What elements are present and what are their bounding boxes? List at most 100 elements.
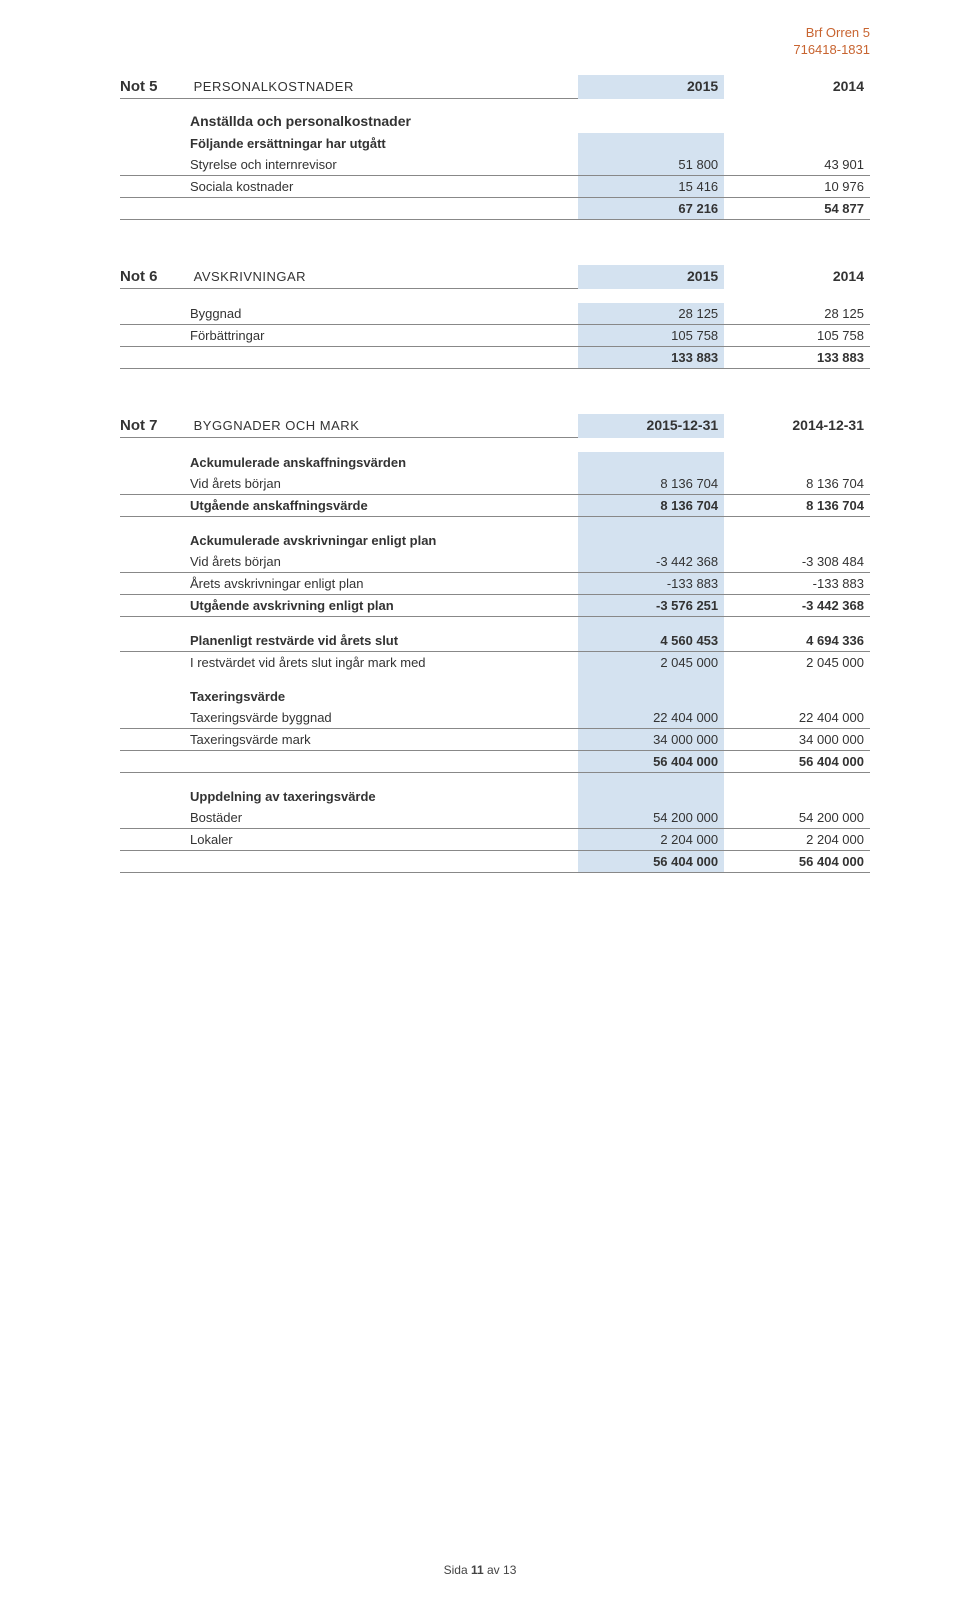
note-6: Not 6 AVSKRIVNINGAR 2015 2014 Byggnad28 … — [120, 265, 870, 369]
table-row: Förbättringar105 758105 758 — [120, 325, 870, 347]
row-value-prior: 8 136 704 — [724, 473, 870, 495]
note-7-title: BYGGNADER OCH MARK — [194, 418, 360, 433]
row-label — [120, 751, 578, 773]
row-value-current: 105 758 — [578, 325, 724, 347]
note-6-title: AVSKRIVNINGAR — [194, 269, 306, 284]
table-row: 56 404 00056 404 000 — [120, 751, 870, 773]
row-value-current: 4 560 453 — [578, 617, 724, 652]
row-value-prior: 2 045 000 — [724, 652, 870, 674]
row-label: Taxeringsvärde — [120, 673, 578, 707]
note-5-header: Not 5 PERSONALKOSTNADER 2015 2014 — [120, 75, 870, 99]
row-value-current: 56 404 000 — [578, 851, 724, 873]
table-row: Vid årets början-3 442 368-3 308 484 — [120, 551, 870, 573]
note-5-col1: 2015 — [578, 75, 724, 99]
row-label: Följande ersättningar har utgått — [120, 133, 578, 154]
row-value-current: -3 442 368 — [578, 551, 724, 573]
note-7-col2: 2014-12-31 — [724, 414, 870, 438]
note-7-header: Not 7 BYGGNADER OCH MARK 2015-12-31 2014… — [120, 414, 870, 438]
note-7: Not 7 BYGGNADER OCH MARK 2015-12-31 2014… — [120, 414, 870, 873]
footer-suffix: av 13 — [484, 1563, 517, 1577]
row-value-prior — [724, 517, 870, 552]
table-row: Utgående anskaffningsvärde8 136 7048 136… — [120, 495, 870, 517]
row-label: Sociala kostnader — [120, 176, 578, 198]
row-value-current: 28 125 — [578, 303, 724, 325]
row-value-prior: 10 976 — [724, 176, 870, 198]
row-value-prior: 54 877 — [724, 198, 870, 220]
note-5: Not 5 PERSONALKOSTNADER 2015 2014 Anstäl… — [120, 75, 870, 220]
row-label: Utgående anskaffningsvärde — [120, 495, 578, 517]
row-label: Utgående avskrivning enligt plan — [120, 595, 578, 617]
note-7-table: Ackumulerade anskaffningsvärdenVid årets… — [120, 452, 870, 873]
table-row: Taxeringsvärde — [120, 673, 870, 707]
table-row: Årets avskrivningar enligt plan-133 883-… — [120, 573, 870, 595]
note-5-id: Not 5 — [120, 78, 190, 95]
row-value-current: 22 404 000 — [578, 707, 724, 729]
row-value-current: 2 045 000 — [578, 652, 724, 674]
footer-prefix: Sida — [444, 1563, 471, 1577]
table-row: Sociala kostnader15 41610 976 — [120, 176, 870, 198]
table-row: Styrelse och internrevisor51 80043 901 — [120, 154, 870, 176]
row-value-prior: 8 136 704 — [724, 495, 870, 517]
row-label: Bostäder — [120, 807, 578, 829]
row-value-prior: -3 442 368 — [724, 595, 870, 617]
row-value-prior: 56 404 000 — [724, 851, 870, 873]
row-label: Ackumulerade anskaffningsvärden — [120, 452, 578, 473]
row-value-prior: 34 000 000 — [724, 729, 870, 751]
row-value-current: 51 800 — [578, 154, 724, 176]
header-org-nr: 716418-1831 — [793, 42, 870, 59]
row-value-prior: 2 204 000 — [724, 829, 870, 851]
row-value-prior: 54 200 000 — [724, 807, 870, 829]
table-row: Bostäder54 200 00054 200 000 — [120, 807, 870, 829]
row-label — [120, 851, 578, 873]
row-label: Planenligt restvärde vid årets slut — [120, 617, 578, 652]
row-label: Vid årets början — [120, 473, 578, 495]
table-row: Byggnad28 12528 125 — [120, 303, 870, 325]
row-label: Vid årets början — [120, 551, 578, 573]
row-label: Ackumulerade avskrivningar enligt plan — [120, 517, 578, 552]
row-label: Taxeringsvärde byggnad — [120, 707, 578, 729]
row-label: I restvärdet vid årets slut ingår mark m… — [120, 652, 578, 674]
page-footer: Sida 11 av 13 — [0, 1563, 960, 1577]
note-7-col1: 2015-12-31 — [578, 414, 724, 438]
note-6-id: Not 6 — [120, 268, 190, 285]
row-value-current: 54 200 000 — [578, 807, 724, 829]
row-label: Förbättringar — [120, 325, 578, 347]
row-value-current — [578, 517, 724, 552]
row-value-current: 8 136 704 — [578, 495, 724, 517]
table-row: Utgående avskrivning enligt plan-3 576 2… — [120, 595, 870, 617]
row-label: Uppdelning av taxeringsvärde — [120, 773, 578, 808]
table-row: Uppdelning av taxeringsvärde — [120, 773, 870, 808]
table-row: Ackumulerade avskrivningar enligt plan — [120, 517, 870, 552]
note-7-id: Not 7 — [120, 417, 190, 434]
table-row: Ackumulerade anskaffningsvärden — [120, 452, 870, 473]
table-row: 67 21654 877 — [120, 198, 870, 220]
row-value-current: -3 576 251 — [578, 595, 724, 617]
table-row: Taxeringsvärde byggnad22 404 00022 404 0… — [120, 707, 870, 729]
row-label — [120, 198, 578, 220]
row-value-current: 15 416 — [578, 176, 724, 198]
row-label: Årets avskrivningar enligt plan — [120, 573, 578, 595]
row-value-prior: 28 125 — [724, 303, 870, 325]
row-value-current: 133 883 — [578, 347, 724, 369]
row-value-prior — [724, 673, 870, 707]
table-row: 133 883133 883 — [120, 347, 870, 369]
footer-page: 11 — [471, 1563, 484, 1577]
table-row: Lokaler2 204 0002 204 000 — [120, 829, 870, 851]
row-value-current: 34 000 000 — [578, 729, 724, 751]
note-6-col2: 2014 — [724, 265, 870, 289]
row-value-current: 67 216 — [578, 198, 724, 220]
row-value-prior: 22 404 000 — [724, 707, 870, 729]
row-value-prior — [724, 773, 870, 808]
note-5-title: PERSONALKOSTNADER — [194, 79, 354, 94]
table-row: Följande ersättningar har utgått — [120, 133, 870, 154]
row-label: Styrelse och internrevisor — [120, 154, 578, 176]
row-label: Lokaler — [120, 829, 578, 851]
table-row: 56 404 00056 404 000 — [120, 851, 870, 873]
row-value-current — [578, 133, 724, 154]
note-6-header: Not 6 AVSKRIVNINGAR 2015 2014 — [120, 265, 870, 289]
note-6-table: Byggnad28 12528 125Förbättringar105 7581… — [120, 303, 870, 369]
row-value-current: 2 204 000 — [578, 829, 724, 851]
row-value-prior: 56 404 000 — [724, 751, 870, 773]
row-value-prior: -3 308 484 — [724, 551, 870, 573]
row-value-prior: -133 883 — [724, 573, 870, 595]
